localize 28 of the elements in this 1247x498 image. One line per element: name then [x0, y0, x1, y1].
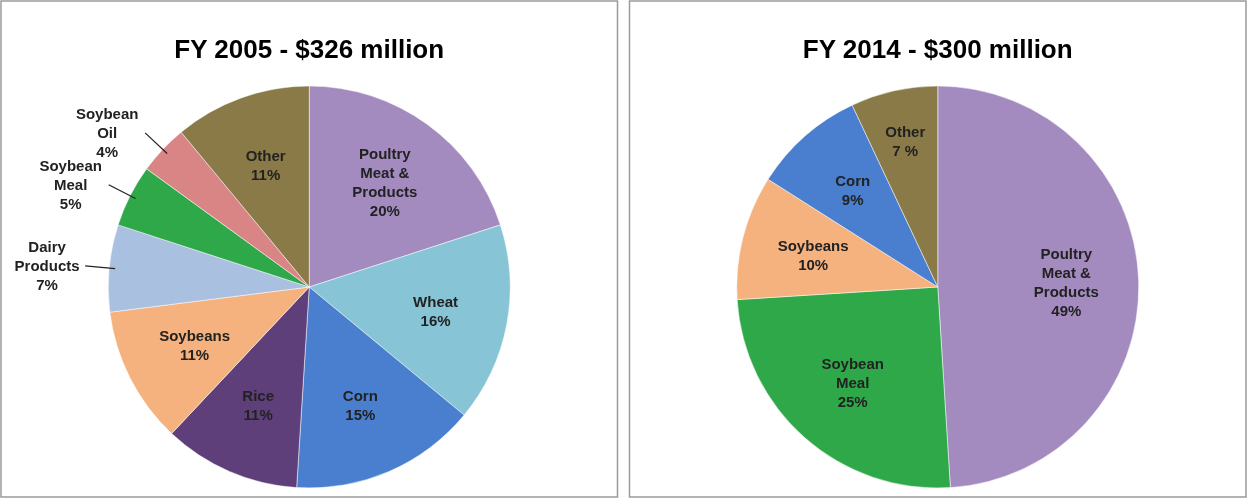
data-label: 16%	[420, 311, 451, 329]
data-label: 20%	[369, 202, 400, 220]
data-label: 25%	[837, 393, 868, 411]
slice-label: Rice	[242, 386, 274, 404]
data-label: 49%	[1051, 302, 1082, 320]
data-label: 7 %	[892, 142, 919, 160]
data-label: 9%	[841, 191, 864, 209]
chart-title: FY 2005 - $326 million	[174, 34, 445, 64]
data-label: 15%	[345, 405, 376, 423]
data-label: 11%	[180, 345, 210, 363]
slice-label: Poultry Meat & Products	[1033, 245, 1099, 301]
slice-label: Soybeans	[777, 236, 849, 254]
slice-label: Corn	[835, 172, 871, 190]
data-label: 7%	[36, 275, 58, 293]
data-label: 11%	[243, 405, 273, 423]
slice-label: Poultry Meat & Products	[352, 145, 418, 201]
slice-label: Other	[245, 147, 286, 165]
slice-label: Soybeans	[159, 326, 231, 344]
slice-label: Dairy Products	[14, 237, 80, 274]
data-label: 11%	[251, 166, 281, 184]
slice-label: Other	[885, 123, 926, 141]
slice-label: Wheat	[413, 292, 459, 310]
slice-label: Soybean Meal	[821, 355, 884, 392]
slice-label: Corn	[342, 386, 378, 404]
data-label: 5%	[59, 194, 82, 212]
chart-title: FY 2014 - $300 million	[802, 34, 1073, 64]
slice-label: Soybean Oil	[75, 104, 139, 141]
data-label: 10%	[798, 255, 829, 273]
